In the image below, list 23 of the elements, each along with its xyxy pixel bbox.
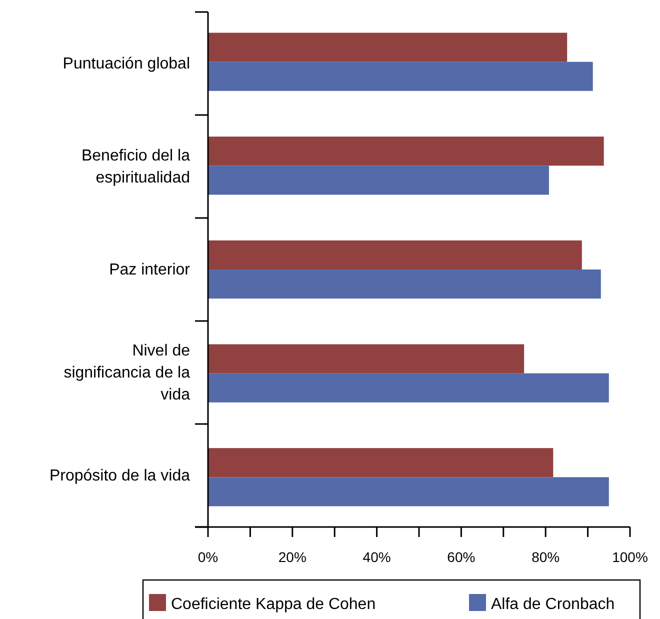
bar [208,373,609,402]
bar [208,477,609,506]
y-tick-label: Nivel de significancia de la vida [64,342,190,403]
bar [208,32,568,62]
x-tick-label: 80% [532,549,560,565]
y-tick-label: Puntuación global [62,55,190,72]
bar [208,62,593,91]
x-tick-label: 0% [198,549,218,565]
bar [208,166,549,195]
bar [208,270,601,299]
y-tick-label: Beneficio del la espiritualidad [81,147,190,186]
x-tick-label: 100% [612,549,648,565]
bar [208,448,554,478]
y-tick-label: Propósito de la vida [49,467,190,484]
x-tick-label: 20% [278,549,306,565]
legend-label: Coeficiente Kappa de Cohen [171,596,376,613]
legend-label: Alfa de Cronbach [491,596,615,613]
x-tick-label: 40% [362,549,391,565]
y-tick-label: Paz interior [109,261,191,278]
bar [208,240,582,270]
bar [208,136,604,166]
x-tick-label: 60% [447,549,476,565]
bar [208,344,524,374]
